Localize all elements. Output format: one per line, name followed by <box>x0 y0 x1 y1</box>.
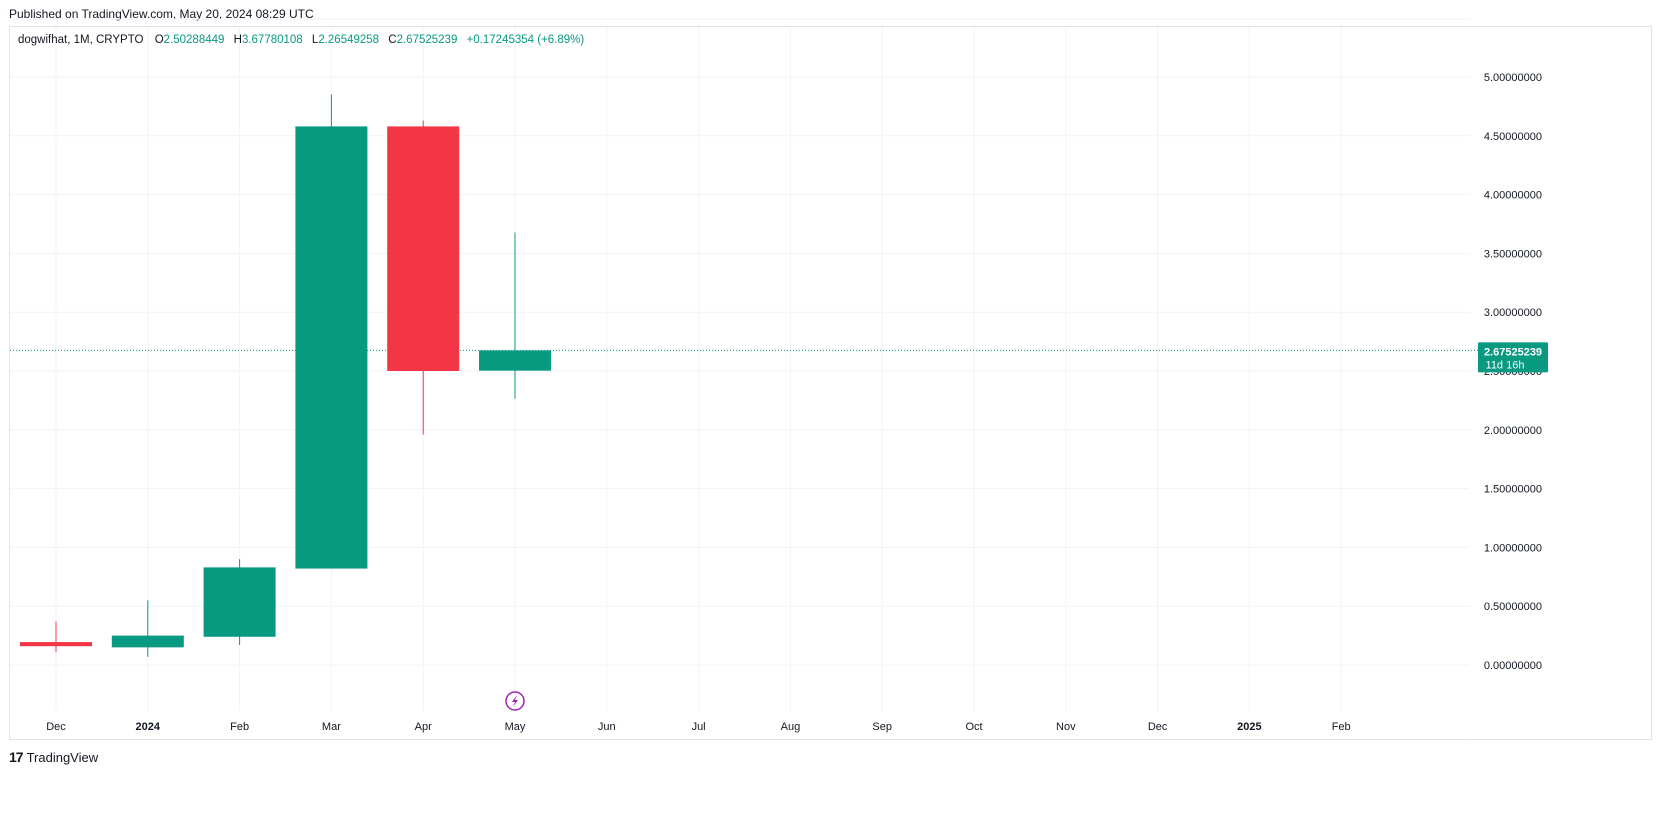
last-price-label: 2.67525239 <box>1484 346 1542 358</box>
x-tick-label: Oct <box>965 721 982 733</box>
brand-name: TradingView <box>26 749 99 765</box>
y-tick-label: 5.00000000 <box>1484 72 1542 84</box>
x-tick-label: Nov <box>1056 721 1076 733</box>
x-tick-label: Jun <box>598 721 616 733</box>
x-tick-label: Mar <box>322 721 341 733</box>
x-tick-label: Feb <box>1332 721 1351 733</box>
y-tick-label: 1.50000000 <box>1484 484 1542 496</box>
candle-body <box>111 635 184 648</box>
candle-body <box>20 642 92 647</box>
countdown-label: 11d 16h <box>1486 359 1525 371</box>
candle-body <box>295 126 368 569</box>
footer-brand[interactable]: 17 TradingView <box>9 749 98 765</box>
change-value: +0.17245354 (+6.89%) <box>466 34 585 46</box>
last-price-badge <box>1478 342 1548 373</box>
y-tick-label: 4.50000000 <box>1484 131 1542 143</box>
x-tick-label: 2024 <box>136 721 161 733</box>
y-tick-label: 4.00000000 <box>1484 190 1542 202</box>
lightning-icon <box>512 695 518 707</box>
tradingview-logo-icon: 17 <box>9 749 24 765</box>
close-label: C <box>388 34 397 46</box>
high-value: 3.67780108 <box>241 34 303 46</box>
y-tick-label: 0.00000000 <box>1484 660 1542 672</box>
x-tick-label: Dec <box>46 721 66 733</box>
open-label: O <box>154 34 164 46</box>
close-value: 2.67525239 <box>396 34 458 46</box>
y-tick-label: 0.50000000 <box>1484 601 1542 613</box>
x-tick-label: Apr <box>415 721 432 733</box>
symbol-label: dogwifhat, 1M, CRYPTO <box>18 34 144 46</box>
x-tick-label: Aug <box>781 721 801 733</box>
open-value: 2.50288449 <box>163 34 225 46</box>
y-tick-label: 3.50000000 <box>1484 248 1542 260</box>
y-tick-label: 1.00000000 <box>1484 542 1542 554</box>
x-tick-label: Jul <box>692 721 706 733</box>
low-value: 2.26549258 <box>318 34 380 46</box>
high-label: H <box>233 34 242 46</box>
x-tick-label: May <box>505 721 526 733</box>
y-tick-label: 3.00000000 <box>1484 307 1542 319</box>
x-tick-label: 2025 <box>1237 721 1261 733</box>
ohlc-legend: dogwifhat, 1M, CRYPTO O2.50288449 H3.677… <box>18 34 584 46</box>
low-label: L <box>311 34 319 46</box>
chart-frame <box>9 26 1652 740</box>
candle-body <box>203 567 276 637</box>
candle-body <box>479 350 551 371</box>
published-caption: Published on TradingView.com, May 20, 20… <box>9 7 314 21</box>
candle-body <box>387 126 460 371</box>
y-tick-label: 2.00000000 <box>1484 425 1542 437</box>
x-tick-label: Feb <box>230 721 249 733</box>
x-tick-label: Sep <box>872 721 892 733</box>
x-tick-label: Dec <box>1148 721 1168 733</box>
